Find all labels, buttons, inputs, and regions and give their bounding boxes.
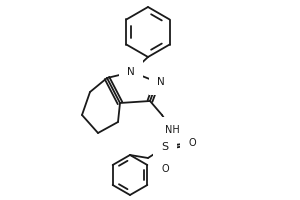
Text: NH: NH [165,125,179,135]
Text: N: N [157,77,165,87]
Text: O: O [188,138,196,148]
Text: S: S [161,142,169,152]
Text: N: N [127,67,135,77]
Text: O: O [161,164,169,174]
